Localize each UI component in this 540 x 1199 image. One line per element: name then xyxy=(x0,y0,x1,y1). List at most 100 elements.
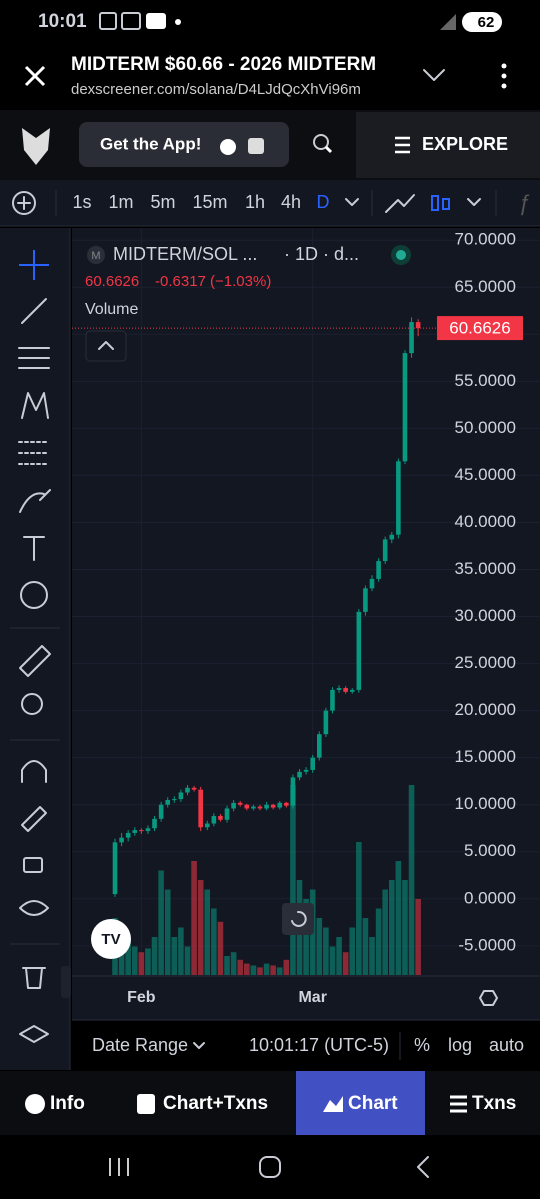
candle-body xyxy=(244,804,250,809)
volume-bar xyxy=(415,899,421,975)
volume-bar xyxy=(276,967,283,975)
add-indicator[interactable] xyxy=(12,191,36,215)
interval-button[interactable]: 1s xyxy=(72,192,91,212)
layers-tool[interactable] xyxy=(19,1025,49,1043)
interval-dropdown[interactable] xyxy=(345,198,359,206)
y-tick-label: 55.0000 xyxy=(455,371,516,390)
candle-body xyxy=(389,534,395,540)
candle-body xyxy=(396,461,401,535)
trendline-tool[interactable] xyxy=(21,298,47,324)
candle-body xyxy=(204,823,210,828)
tab-chart[interactable]: Chart xyxy=(348,1093,398,1114)
reset-button[interactable] xyxy=(282,903,314,935)
log-toggle[interactable]: log xyxy=(448,1035,472,1055)
tab-chart-txns[interactable]: Chart+Txns xyxy=(163,1093,268,1114)
collapse-toggle[interactable] xyxy=(61,966,71,998)
page-url: dexscreener.com/solana/D4LJdQcXhVi96m xyxy=(71,81,361,98)
search-button[interactable] xyxy=(313,134,329,150)
interval-button[interactable]: 5m xyxy=(150,192,175,212)
candle-body xyxy=(211,816,217,824)
chart-type-dropdown[interactable] xyxy=(467,198,481,206)
menu-button[interactable] xyxy=(501,63,507,69)
nav-recents[interactable] xyxy=(109,1158,129,1176)
candle-type-button[interactable] xyxy=(431,195,439,211)
candle-body xyxy=(218,816,223,820)
percent-toggle[interactable]: % xyxy=(414,1035,430,1055)
interval-button[interactable]: 4h xyxy=(281,192,301,212)
text-tool[interactable] xyxy=(23,536,45,561)
volume-bar xyxy=(375,908,382,975)
unlock-tool[interactable] xyxy=(23,857,43,873)
tradingview-logo[interactable] xyxy=(91,919,131,959)
volume-bar xyxy=(356,842,362,975)
x-tick-label: Mar xyxy=(298,989,326,1006)
explore-label: EXPLORE xyxy=(422,134,508,154)
settings-button[interactable] xyxy=(479,990,498,1006)
emoji-tool[interactable] xyxy=(20,581,48,609)
candle-body xyxy=(152,818,157,829)
volume-bar xyxy=(131,946,138,975)
projection-tool[interactable] xyxy=(18,441,50,465)
tab-txns[interactable]: Txns xyxy=(472,1093,516,1114)
date-range[interactable]: Date Range xyxy=(92,1035,188,1055)
battery xyxy=(462,12,502,32)
volume-bar xyxy=(408,785,415,975)
volume-bar xyxy=(349,927,356,975)
interval-button[interactable]: D xyxy=(317,192,330,212)
last-price-label: 60.6626 xyxy=(449,319,510,338)
candle-body xyxy=(185,787,190,793)
delete-tool[interactable] xyxy=(22,967,46,989)
candle-body xyxy=(382,539,388,562)
nav-home[interactable] xyxy=(259,1156,281,1178)
nav-back[interactable] xyxy=(417,1156,429,1178)
candle-body xyxy=(336,688,342,690)
indicators-button[interactable]: ƒ xyxy=(518,190,530,215)
candle-body xyxy=(376,561,381,579)
status-time: 10:01 xyxy=(38,11,87,32)
tab-info[interactable]: Info xyxy=(50,1093,85,1114)
active-tab xyxy=(296,1071,425,1135)
candle-body xyxy=(237,802,243,805)
brush-tool[interactable] xyxy=(19,489,51,513)
reset-icon xyxy=(291,910,307,927)
ruler-tool[interactable] xyxy=(19,645,51,677)
candle-body xyxy=(264,804,269,809)
candle-body xyxy=(224,808,230,820)
volume-bar xyxy=(224,956,230,975)
candle-body xyxy=(231,802,236,809)
line-type-button[interactable] xyxy=(385,194,415,213)
volume-bar xyxy=(184,946,191,975)
get-app-button[interactable] xyxy=(79,122,289,167)
y-tick-label: 40.0000 xyxy=(455,512,516,531)
expand-button[interactable] xyxy=(423,69,445,81)
interval-button[interactable]: 1m xyxy=(108,192,133,212)
volume-bar xyxy=(230,952,237,975)
auto-toggle[interactable]: auto xyxy=(489,1035,524,1055)
volume-bar xyxy=(395,861,402,975)
magnet-tool[interactable] xyxy=(21,760,47,783)
interval-button[interactable]: 15m xyxy=(192,192,227,212)
axes: 70.000065.000060.000055.000050.000045.00… xyxy=(127,230,523,1006)
candle-body xyxy=(112,842,118,895)
candle-body xyxy=(251,806,256,809)
y-tick-label: 50.0000 xyxy=(455,418,516,437)
collapse-legend-button[interactable] xyxy=(85,330,127,362)
fib-tool[interactable] xyxy=(18,347,50,369)
candle-body xyxy=(343,688,348,692)
logo[interactable] xyxy=(22,128,50,165)
crosshair-tool[interactable] xyxy=(19,250,49,280)
txns-icon xyxy=(450,1095,467,1113)
zoom-tool[interactable] xyxy=(21,693,43,715)
volume-bar xyxy=(263,963,270,975)
interval-button[interactable]: 1h xyxy=(245,192,265,212)
y-tick-label: 70.0000 xyxy=(455,230,516,249)
explore-button[interactable] xyxy=(356,112,540,178)
candle-body xyxy=(369,578,375,589)
pattern-tool[interactable] xyxy=(21,392,49,419)
close-button[interactable] xyxy=(24,65,46,87)
visibility-tool[interactable] xyxy=(19,900,49,916)
candle-body xyxy=(145,828,151,832)
candle-body xyxy=(165,800,171,805)
lock-drawing-tool[interactable] xyxy=(21,806,47,832)
